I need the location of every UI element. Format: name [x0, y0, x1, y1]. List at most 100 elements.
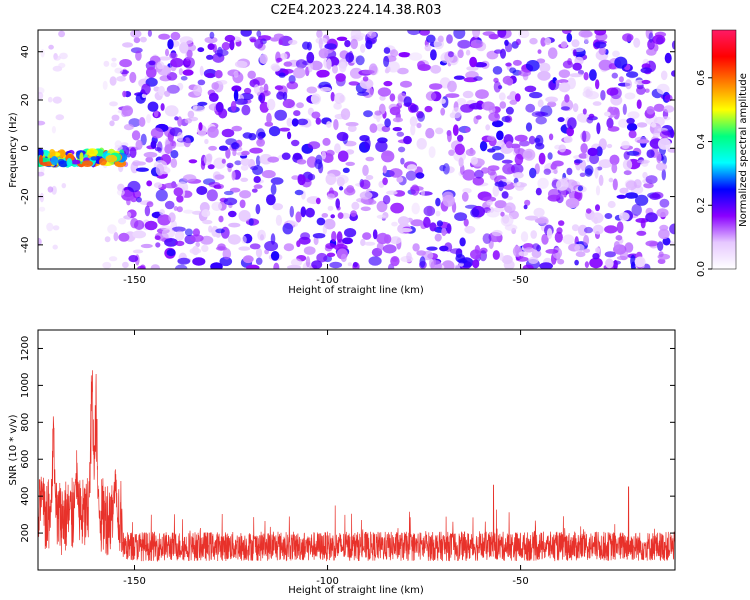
spectrogram-cell [608, 63, 617, 70]
spectrogram-cell [40, 48, 45, 58]
spectrogram-cell [344, 228, 357, 238]
spectrogram-cell [204, 36, 218, 44]
spectrogram-cell [658, 228, 670, 240]
spectrogram-cell [40, 166, 45, 174]
spectrogram-cell [375, 140, 388, 153]
spectrogram-cell [531, 111, 546, 118]
snr-x-tick-label: -50 [512, 576, 528, 587]
spectrogram-cell [176, 206, 183, 213]
spectrogram-cell [164, 144, 173, 155]
spectrogram-cell [382, 195, 391, 205]
spectrogram-cell [296, 159, 307, 165]
spectrogram-cell [634, 256, 646, 268]
spectrogram-cell [610, 87, 622, 100]
spectrogram-cell [653, 103, 665, 112]
spectrogram-cell [318, 48, 329, 59]
spectrogram-cell [255, 247, 263, 258]
spectrogram-cell [382, 177, 388, 186]
spectrogram-cell [164, 200, 175, 210]
spectrogram-cell [278, 39, 283, 45]
spectrogram-signal-cell [96, 149, 104, 157]
spectrogram-cell [47, 186, 54, 193]
spectrogram-cell [241, 104, 251, 116]
spectrogram-cell [165, 48, 169, 57]
spectrogram-cell [229, 39, 235, 51]
spectrogram-cell [363, 110, 373, 118]
spectrogram-cell [183, 209, 194, 214]
spectrogram-cell [502, 163, 515, 175]
spectrogram-cell [145, 77, 158, 87]
spectrogram-cell [215, 228, 225, 234]
spectrogram-cell [193, 84, 203, 97]
spectrogram-cell [595, 204, 600, 212]
spectrogram-cell [538, 152, 546, 165]
spectrogram-cell [276, 91, 285, 100]
spectrogram-signal-cell [66, 158, 73, 167]
spectrogram-cell [347, 124, 357, 132]
spectrogram-cell [231, 85, 242, 92]
spectrogram-cell [266, 98, 276, 111]
spectrogram-cell [658, 251, 664, 258]
spectrogram-cell [545, 96, 558, 103]
spectrogram-cell [389, 93, 396, 102]
spectrogram-cell [337, 150, 349, 162]
spectrogram-cell [535, 187, 542, 196]
spectrogram-cell [104, 236, 111, 243]
spectrogram-cell [442, 194, 455, 207]
spectrogram-cell [558, 82, 571, 93]
spectrogram-cell [199, 65, 204, 76]
spectrogram-cell [456, 98, 467, 106]
spectrogram-cell [300, 206, 307, 218]
spectrogram-cell [628, 130, 637, 139]
spectrogram-cell [564, 94, 570, 103]
spectrogram-cell [362, 232, 372, 240]
spectrogram-cell [492, 250, 500, 260]
spectrogram-cell [297, 174, 306, 186]
spectrogram-cell [598, 159, 613, 169]
colorbar-tick-label: 0.0 [696, 261, 707, 277]
spectrogram-cell [365, 175, 374, 180]
spectrogram-cell [451, 107, 462, 119]
spectrogram-cell [170, 31, 181, 41]
spectrogram-cell [592, 253, 600, 260]
spectrogram-cell [461, 191, 469, 202]
spectrogram-cell [403, 96, 412, 107]
spectrogram-cell [230, 142, 240, 150]
spectrogram-cell [623, 151, 630, 160]
spectrogram-cell [430, 260, 442, 269]
spectrogram-cell [608, 177, 614, 183]
spectrogram-cell [135, 139, 143, 150]
spectrogram-cell [656, 208, 669, 218]
spectrogram-cell [557, 117, 565, 123]
spectrogram-cell [613, 241, 620, 250]
spectrogram-cell [52, 96, 62, 104]
spectrogram-cell [129, 147, 137, 159]
spectrogram-cell [637, 159, 650, 164]
spectrogram-cell [255, 204, 261, 215]
spectrogram-cell [233, 89, 239, 102]
spectrogram-cell [256, 138, 265, 147]
spectrogram-cell [437, 35, 444, 43]
spectrogram-cell [307, 141, 321, 150]
spectrogram-cell [575, 251, 586, 258]
spectrogram-cell [208, 92, 219, 103]
spectrogram-cell [170, 57, 184, 68]
spectrogram-cell [553, 169, 558, 175]
spectrogram-cell [453, 30, 466, 39]
spectrogram-cell [379, 95, 386, 101]
spectrogram-cell [523, 204, 528, 210]
spectrogram-cell [588, 113, 595, 119]
spectrogram-cell [354, 32, 366, 38]
spectrogram-cell [656, 36, 664, 45]
spectrogram-cell [326, 121, 332, 128]
spectrogram-cell [250, 166, 258, 171]
spectrogram-cell [426, 34, 436, 43]
spectrogram-cell [403, 135, 412, 145]
spectrogram-cell [326, 252, 336, 257]
spectrogram-cell [203, 154, 212, 166]
spectrogram-cell [283, 243, 295, 252]
spectrogram-cell [111, 57, 117, 62]
spectrogram-cell [345, 122, 359, 127]
spectrogram-cell [518, 30, 530, 39]
spectrogram-cell [321, 150, 327, 160]
